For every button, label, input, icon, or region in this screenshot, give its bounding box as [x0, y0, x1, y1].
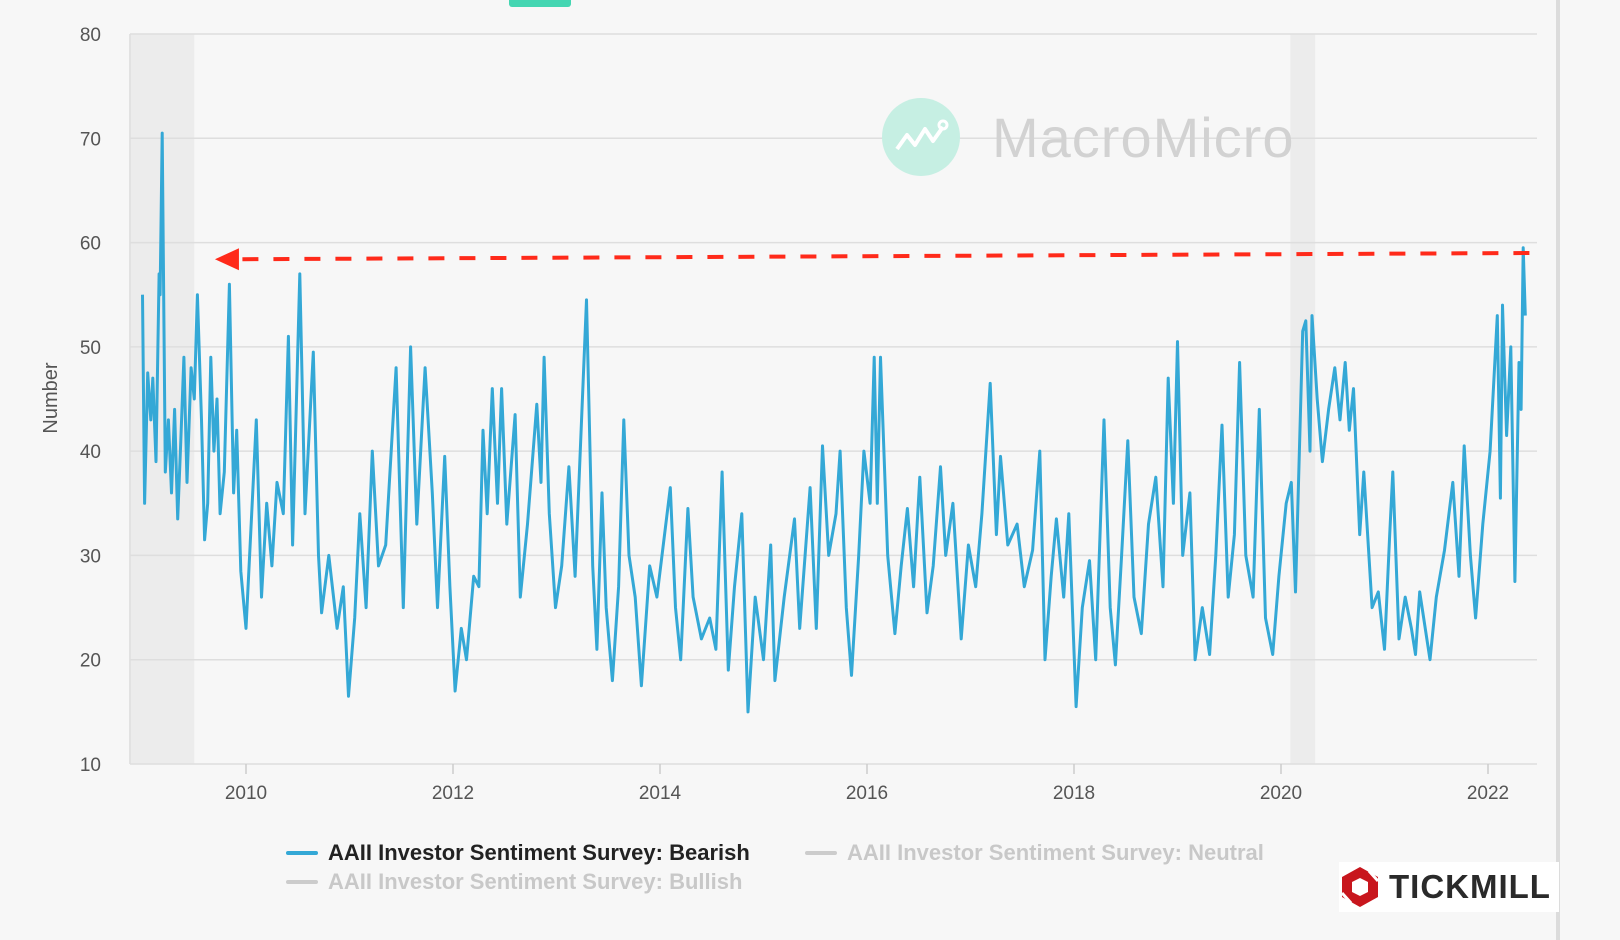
x-tick-label: 2018	[1053, 783, 1095, 804]
x-tick-label: 2014	[639, 783, 682, 804]
x-axis-ticks: 2010 2012 2014 2016 2018 2020 2022	[225, 764, 1509, 804]
tickmill-text: TICKMILL	[1389, 868, 1551, 905]
y-tick-label: 70	[80, 129, 101, 150]
y-tick-label: 20	[80, 651, 101, 672]
legend-label: AAII Investor Sentiment Survey: Bearish	[328, 840, 750, 865]
gridlines	[129, 33, 1537, 765]
annotation-dashed-line	[236, 251, 1530, 262]
x-tick-label: 2012	[432, 783, 474, 804]
watermark-text: MacroMicro	[992, 105, 1295, 169]
legend-label: AAII Investor Sentiment Survey: Bullish	[328, 869, 743, 894]
legend-label: AAII Investor Sentiment Survey: Neutral	[847, 840, 1264, 865]
x-tick-label: 2020	[1260, 783, 1302, 804]
series-lines	[141, 131, 1527, 714]
y-tick-label: 30	[80, 546, 101, 567]
x-tick-label: 2016	[846, 783, 888, 804]
legend-item-bullish[interactable]: AAII Investor Sentiment Survey: Bullish	[286, 869, 742, 895]
y-tick-label: 10	[80, 755, 101, 776]
legend-swatch	[805, 851, 837, 855]
legend-item-bearish[interactable]: AAII Investor Sentiment Survey: Bearish	[286, 840, 750, 866]
tickmill-logo: TICKMILL	[1339, 862, 1559, 912]
y-tick-label: 60	[80, 234, 101, 255]
annotation-arrowhead-icon	[214, 248, 239, 271]
x-tick-label: 2010	[225, 783, 267, 804]
legend-swatch	[286, 880, 318, 884]
legend-item-neutral[interactable]: AAII Investor Sentiment Survey: Neutral	[805, 840, 1264, 866]
chart-line-icon	[882, 98, 960, 176]
series-line-bearish	[141, 131, 1527, 714]
legend-swatch	[286, 851, 318, 855]
y-tick-label: 40	[80, 442, 101, 463]
scrollbar[interactable]	[1556, 0, 1560, 940]
y-tick-label: 80	[80, 25, 101, 46]
tickmill-hexagon-icon	[1340, 867, 1380, 907]
y-tick-label: 50	[80, 338, 101, 359]
y-axis-ticks: 10 20 30 40 50 60 70 80	[80, 25, 101, 776]
top-tab-indicator[interactable]	[509, 0, 571, 7]
macromicro-watermark: MacroMicro	[882, 98, 1294, 176]
y-axis-label: Number	[40, 362, 62, 433]
annotation-arrow	[214, 248, 1530, 271]
x-tick-label: 2022	[1467, 783, 1509, 804]
